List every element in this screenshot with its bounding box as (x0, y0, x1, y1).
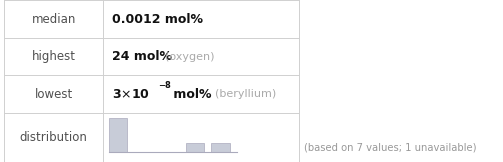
Text: mol%: mol% (169, 88, 211, 101)
Text: highest: highest (32, 50, 75, 63)
Text: (beryllium): (beryllium) (215, 89, 277, 99)
Text: lowest: lowest (34, 88, 73, 101)
Text: −8: −8 (158, 81, 171, 90)
Text: (based on 7 values; 1 unavailable): (based on 7 values; 1 unavailable) (304, 142, 477, 152)
Text: 24 mol%: 24 mol% (112, 50, 172, 63)
Text: 3$\times$10: 3$\times$10 (112, 88, 150, 101)
Text: 0.0012 mol%: 0.0012 mol% (112, 12, 203, 26)
FancyBboxPatch shape (109, 118, 127, 152)
FancyBboxPatch shape (211, 143, 230, 152)
Text: median: median (31, 12, 76, 26)
FancyBboxPatch shape (186, 143, 204, 152)
Text: (oxygen): (oxygen) (165, 52, 214, 62)
Text: distribution: distribution (20, 131, 88, 144)
